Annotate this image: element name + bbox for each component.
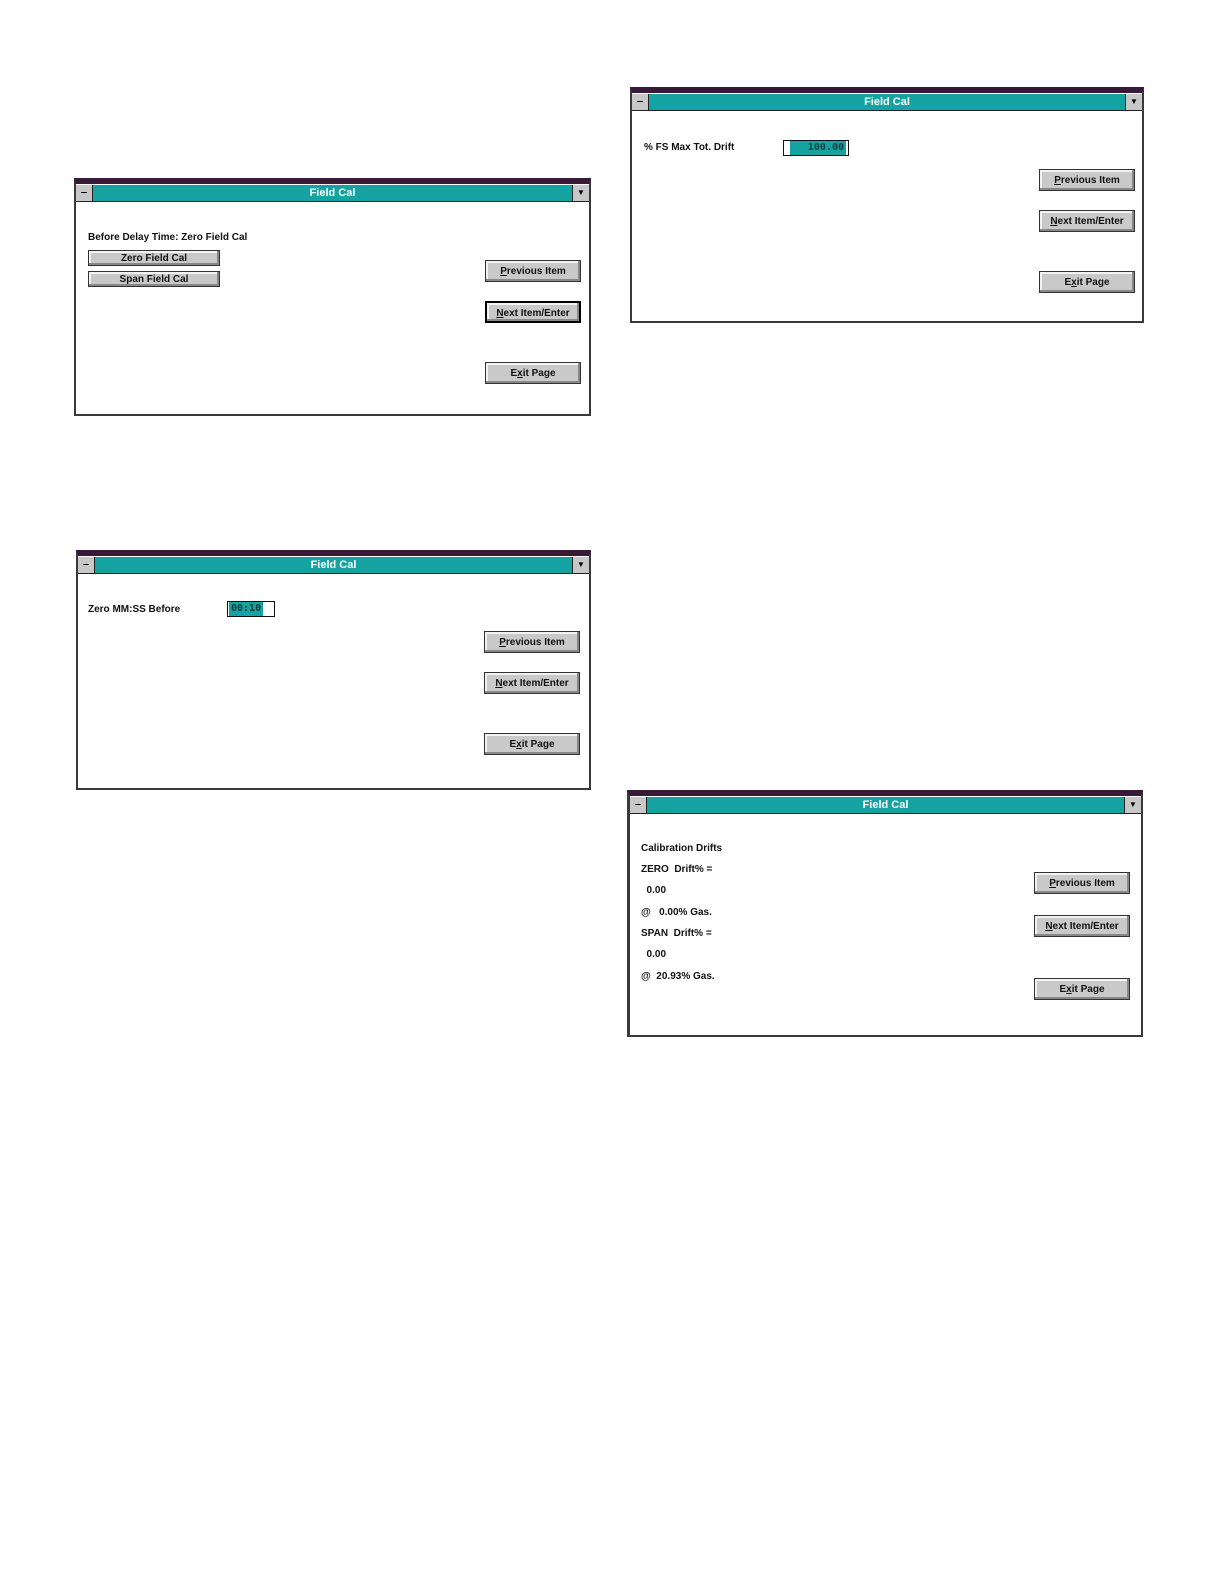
label: E: [1064, 277, 1072, 288]
label: ext Item/Enter: [1052, 921, 1119, 932]
zero-field-cal-button[interactable]: Zero Field Cal: [88, 250, 220, 266]
label: ext Item/Enter: [502, 678, 569, 689]
previous-item-button[interactable]: Previous Item: [1039, 169, 1135, 191]
exit-page-button[interactable]: Exit Page: [1039, 271, 1135, 293]
window-title: Field Cal: [309, 187, 356, 199]
window-title: Field Cal: [864, 96, 910, 108]
system-menu-icon[interactable]: ‒: [630, 797, 647, 813]
label: revious Item: [1055, 878, 1115, 889]
label: revious Item: [505, 637, 565, 648]
field-cal-window-calibration-drifts: ‒ Field Cal ▼ Calibration Drifts ZERO Dr…: [627, 790, 1143, 1037]
mnemonic: P: [1049, 878, 1056, 889]
previous-item-button[interactable]: Previous Item: [485, 260, 581, 282]
mnemonic: P: [500, 266, 507, 277]
previous-item-button[interactable]: Previous Item: [484, 631, 580, 653]
span-drift-value: 0.00: [641, 949, 667, 960]
zero-drift-value: 0.00: [641, 885, 667, 896]
dropdown-arrow-icon[interactable]: ▼: [1124, 797, 1141, 813]
zero-gas-value: @ 0.00% Gas.: [641, 907, 712, 918]
label: ext Item/Enter: [503, 308, 570, 319]
title-bar: ‒ Field Cal ▼: [76, 185, 589, 202]
system-menu-icon[interactable]: ‒: [76, 185, 93, 201]
title-bar: ‒ Field Cal ▼: [78, 557, 589, 574]
zero-time-label: Zero MM:SS Before: [88, 604, 181, 615]
next-item-enter-button[interactable]: Next Item/Enter: [485, 301, 581, 323]
input-value: 00:10: [229, 602, 264, 616]
label: revious Item: [506, 266, 566, 277]
mnemonic: P: [1054, 175, 1061, 186]
label: revious Item: [1060, 175, 1120, 186]
max-drift-input[interactable]: 100.00: [783, 140, 849, 156]
mnemonic: x: [517, 368, 523, 379]
label: it Page: [522, 368, 556, 379]
drifts-heading: Calibration Drifts: [641, 843, 723, 854]
label: it Page: [521, 739, 555, 750]
label: it Page: [1071, 984, 1105, 995]
span-field-cal-button[interactable]: Span Field Cal: [88, 271, 220, 287]
heading: Before Delay Time: Zero Field Cal: [88, 232, 248, 243]
exit-page-button[interactable]: Exit Page: [1034, 978, 1130, 1000]
exit-page-button[interactable]: Exit Page: [485, 362, 581, 384]
mnemonic: x: [1071, 277, 1077, 288]
previous-item-button[interactable]: Previous Item: [1034, 872, 1130, 894]
label: E: [509, 739, 517, 750]
span-gas-value: @ 20.93% Gas.: [641, 971, 715, 982]
mnemonic: N: [495, 678, 503, 689]
zero-time-input[interactable]: 00:10: [227, 601, 275, 617]
mnemonic: x: [1066, 984, 1072, 995]
window-title: Field Cal: [862, 799, 909, 811]
field-cal-window-before-delay: ‒ Field Cal ▼ Before Delay Time: Zero Fi…: [74, 178, 591, 416]
title-bar: ‒ Field Cal ▼: [632, 94, 1142, 111]
next-item-enter-button[interactable]: Next Item/Enter: [1034, 915, 1130, 937]
label: E: [1059, 984, 1067, 995]
mnemonic: P: [499, 637, 506, 648]
dropdown-arrow-icon[interactable]: ▼: [1125, 94, 1142, 110]
label: ext Item/Enter: [1057, 216, 1124, 227]
dropdown-arrow-icon[interactable]: ▼: [572, 557, 589, 573]
mnemonic: N: [1045, 921, 1053, 932]
field-cal-window-max-drift: ‒ Field Cal ▼ % FS Max Tot. Drift 100.00…: [630, 87, 1144, 323]
mnemonic: N: [1050, 216, 1058, 227]
exit-page-button[interactable]: Exit Page: [484, 733, 580, 755]
next-item-enter-button[interactable]: Next Item/Enter: [1039, 210, 1135, 232]
max-drift-label: % FS Max Tot. Drift: [644, 142, 735, 153]
label: it Page: [1076, 277, 1110, 288]
title-bar: ‒ Field Cal ▼: [630, 797, 1141, 814]
span-drift-label: SPAN Drift% =: [641, 928, 712, 939]
window-title: Field Cal: [310, 559, 357, 571]
mnemonic: x: [516, 739, 522, 750]
input-value: 100.00: [790, 141, 846, 155]
zero-drift-label: ZERO Drift% =: [641, 864, 713, 875]
mnemonic: N: [496, 308, 504, 319]
system-menu-icon[interactable]: ‒: [78, 557, 95, 573]
system-menu-icon[interactable]: ‒: [632, 94, 649, 110]
field-cal-window-zero-time: ‒ Field Cal ▼ Zero MM:SS Before 00:10 Pr…: [76, 550, 591, 790]
dropdown-arrow-icon[interactable]: ▼: [572, 185, 589, 201]
next-item-enter-button[interactable]: Next Item/Enter: [484, 672, 580, 694]
label: E: [510, 368, 518, 379]
